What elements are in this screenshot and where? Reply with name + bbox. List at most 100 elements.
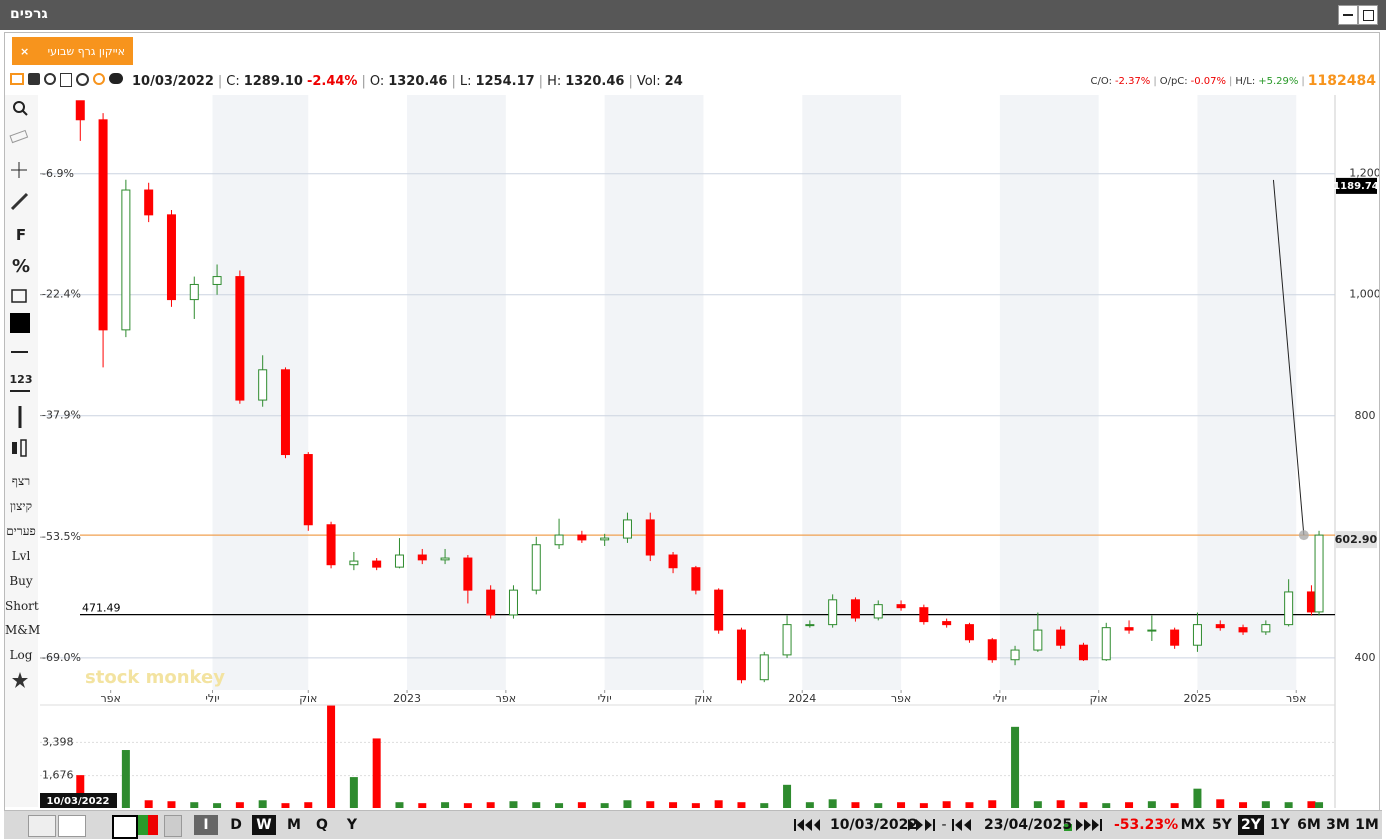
volume-bar	[577, 802, 586, 808]
line-style-button[interactable]	[58, 815, 86, 837]
period-button[interactable]: 1Y	[1270, 817, 1290, 833]
tool-label[interactable]: Lvl	[11, 548, 31, 563]
target-icon[interactable]	[93, 73, 105, 85]
volume-bar	[1261, 801, 1270, 808]
nav-back-2[interactable]	[952, 819, 980, 831]
separator: |	[538, 73, 544, 89]
candle-body	[964, 624, 974, 641]
nav-back[interactable]	[794, 819, 834, 831]
volume-bar	[828, 799, 837, 808]
nav-glyph	[952, 819, 954, 831]
candle-body	[554, 534, 564, 546]
volume-bar	[235, 802, 244, 808]
cursor-label: 10/03/2022	[47, 796, 110, 807]
share-icon[interactable]	[44, 73, 56, 85]
candle-body	[98, 119, 108, 331]
comment-icon[interactable]	[109, 73, 123, 84]
y2-tick-label: -22.4%	[42, 288, 81, 301]
x-tick-label: 2024	[788, 692, 816, 705]
volume-bar	[669, 802, 678, 808]
chart-tab[interactable]: אייקון גרף שבועי ×	[12, 37, 133, 65]
period-button[interactable]: 5Y	[1212, 817, 1232, 833]
window-icon[interactable]	[10, 73, 24, 85]
minimize-button[interactable]	[1338, 5, 1358, 25]
x-tick-label: 2025	[1183, 692, 1211, 705]
volume-bar	[1147, 801, 1156, 808]
volume-bar	[1307, 801, 1316, 808]
candle-icon[interactable]	[12, 442, 17, 454]
opc-value: -0.07%	[1190, 75, 1227, 87]
y-tick-label: 1,000	[1349, 288, 1381, 301]
range-change: -53.23%	[1114, 817, 1179, 833]
volume-bar	[213, 803, 222, 808]
separator: |	[451, 73, 456, 89]
note-icon[interactable]	[11, 289, 27, 303]
color-icon[interactable]	[10, 313, 30, 333]
volume-tick-label: 3,398	[42, 735, 74, 748]
tool-label[interactable]: קיצון	[10, 498, 32, 513]
save-button[interactable]	[164, 815, 182, 837]
registered-icon[interactable]	[76, 73, 89, 86]
nav-glyph	[933, 819, 935, 831]
candle-body	[1124, 627, 1134, 631]
fib-tool[interactable]: F	[15, 226, 27, 244]
tab-label: אייקון גרף שבועי	[47, 44, 125, 58]
interval-button[interactable]: I	[194, 815, 218, 835]
nav-forward[interactable]	[908, 819, 936, 831]
period-button[interactable]: 6M	[1297, 817, 1321, 833]
nav-forward-2[interactable]	[1064, 818, 1104, 832]
tool-label[interactable]: רצף	[11, 474, 31, 488]
candle-body	[1314, 534, 1324, 613]
candle-body	[1010, 649, 1020, 661]
tool-label[interactable]: Buy	[9, 573, 33, 588]
tool-label[interactable]: Short	[5, 598, 39, 613]
tool-label[interactable]: M&M	[5, 623, 41, 638]
candle-body	[1147, 629, 1157, 632]
period-button[interactable]: MX	[1180, 817, 1206, 833]
period-button[interactable]: 2Y	[1238, 815, 1264, 835]
level-label: 471.49	[82, 602, 121, 615]
period-button[interactable]: 3M	[1326, 817, 1350, 833]
volume-bar	[1056, 800, 1065, 808]
settings-icon[interactable]	[28, 73, 40, 85]
tool-label[interactable]: Log	[9, 648, 33, 663]
eraser-icon[interactable]	[9, 129, 29, 144]
interval-button[interactable]: D	[230, 817, 242, 833]
interval-button[interactable]: Q	[316, 817, 328, 833]
popout-glyph	[1363, 10, 1374, 21]
chart-style-button[interactable]	[28, 815, 56, 837]
y2-tick-label: -37.9%	[42, 409, 81, 422]
color-style-button[interactable]	[138, 815, 158, 835]
interval-button[interactable]: W	[252, 815, 276, 835]
volume-bar	[1315, 802, 1324, 808]
tool-label[interactable]: פערים	[6, 523, 36, 538]
interval-button[interactable]: Y	[346, 817, 358, 833]
excel-icon[interactable]	[60, 73, 72, 87]
volume-bar	[1102, 803, 1111, 808]
nav-glyph	[1076, 819, 1083, 831]
info-vol-label: Vol:	[636, 73, 661, 89]
popout-button[interactable]	[1358, 5, 1378, 25]
volume-bar	[851, 802, 860, 808]
interval-button[interactable]: M	[287, 817, 301, 833]
volume-bar	[258, 800, 267, 808]
zoom-icon[interactable]	[13, 101, 25, 113]
volume-bar	[1284, 802, 1293, 808]
tab-close[interactable]: ×	[20, 44, 30, 58]
volume-bar	[1193, 788, 1202, 808]
lock-glyph	[1064, 824, 1072, 831]
window-title: גרפים	[10, 6, 48, 22]
measure-tool[interactable]: 123	[9, 373, 33, 386]
range-from[interactable]: 10/03/2022	[830, 817, 919, 833]
percent-tool[interactable]: %	[11, 256, 31, 277]
volume-bar	[76, 775, 85, 808]
bar-style-button[interactable]	[112, 815, 138, 839]
info-open: 1320.46	[388, 73, 448, 89]
trend-line	[1272, 179, 1305, 536]
period-button[interactable]: 1M	[1355, 817, 1379, 833]
line-tool-icon[interactable]	[10, 192, 29, 211]
star-icon[interactable]	[12, 672, 28, 688]
volume-bar	[167, 801, 176, 808]
range-to[interactable]: 23/04/2025	[984, 817, 1073, 833]
